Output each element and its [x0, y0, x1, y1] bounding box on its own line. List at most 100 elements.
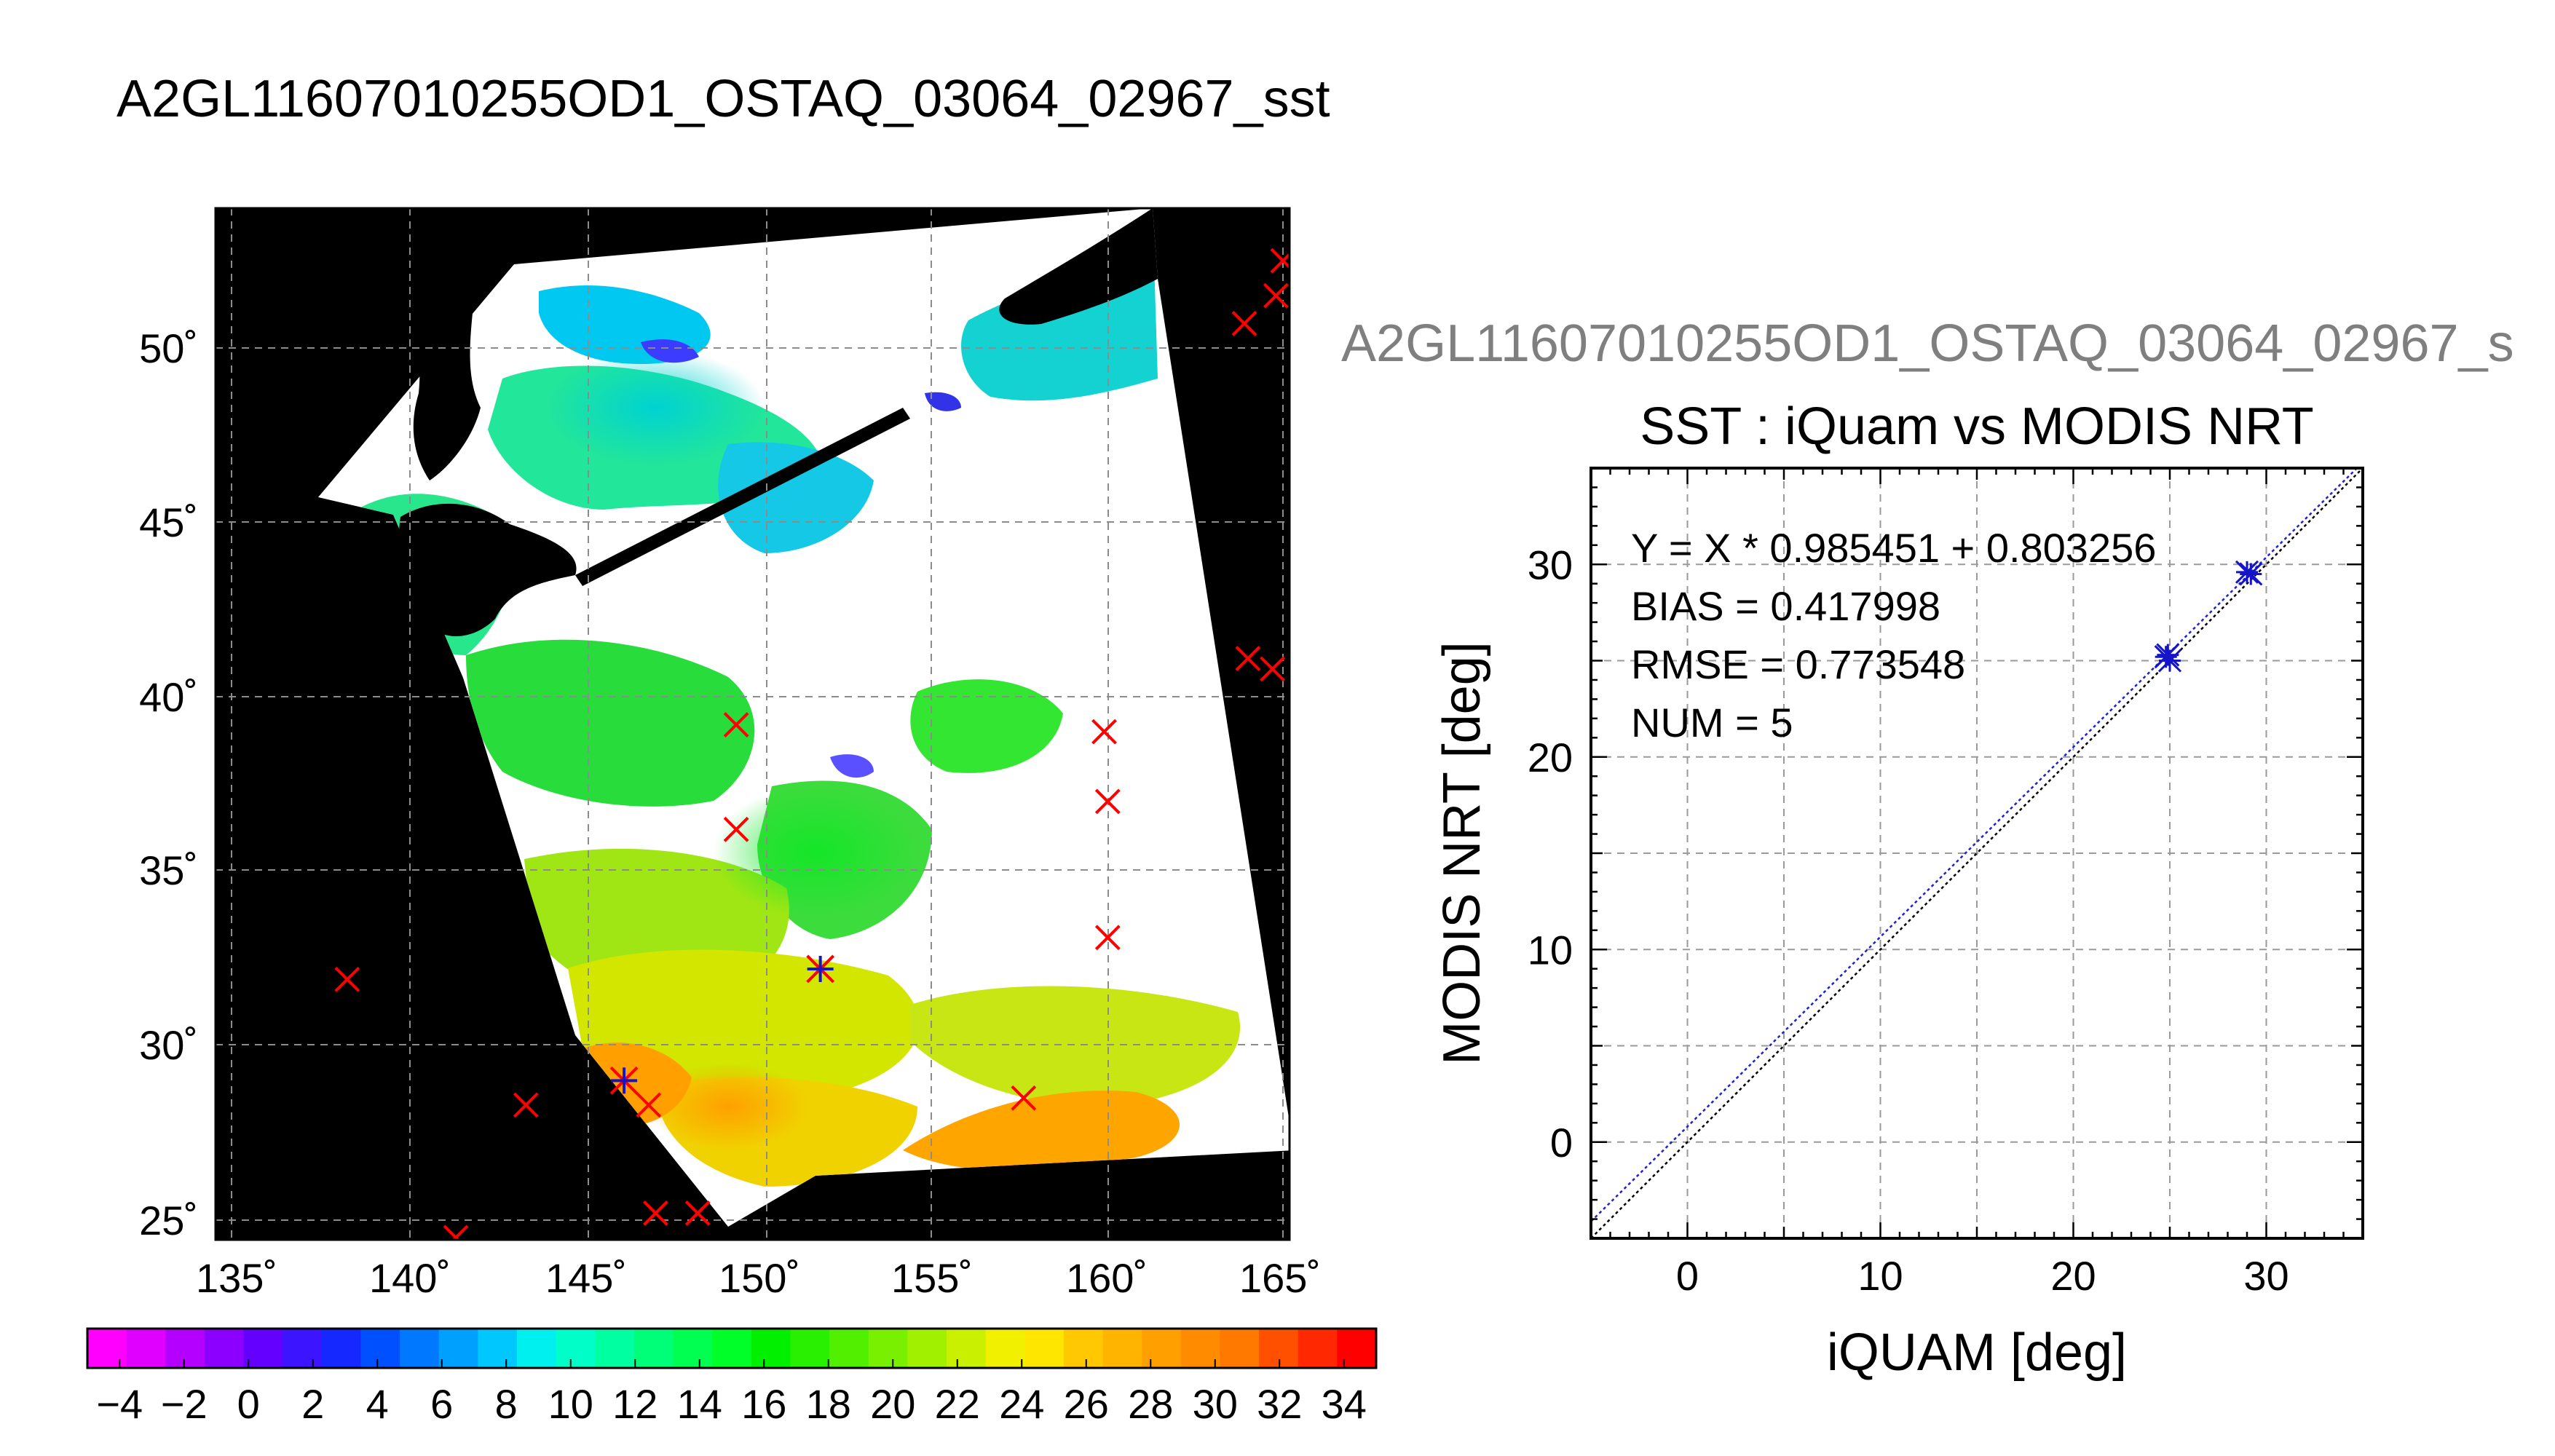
scatter-annotation-num: NUM = 5: [1631, 700, 1793, 745]
scatter-title: SST : iQuam vs MODIS NRT: [1640, 397, 2314, 456]
colorbar-tick-label: 6: [430, 1381, 453, 1427]
map-lat-ticks: 25˚ 30˚ 35˚ 40˚ 45˚ 50˚: [139, 325, 198, 1243]
colorbar-tick-label: 26: [1064, 1381, 1109, 1427]
iquam-x-marker: [723, 816, 749, 842]
colorbar-swatch: [1063, 1329, 1104, 1368]
scatter-points: [2154, 560, 2263, 673]
colorbar-swatch: [633, 1329, 674, 1368]
iquam-x-marker: [513, 1092, 539, 1118]
colorbar-swatch: [1220, 1329, 1260, 1368]
colorbar-swatches: [87, 1329, 1377, 1368]
map-lon-ticks: 135˚ 140˚ 145˚ 150˚ 155˚ 160˚ 165˚: [196, 1255, 1321, 1301]
sst-blend-green: [714, 786, 917, 917]
scatter-point: [2235, 560, 2259, 584]
colorbar-swatch: [790, 1329, 830, 1368]
sst-cold-spot: [641, 339, 699, 363]
colorbar-swatch: [947, 1329, 987, 1368]
iquam-x-marker: [1263, 282, 1289, 309]
sst-region-south-east-yellow: [910, 986, 1241, 1107]
colorbar-tick-label: 2: [301, 1381, 324, 1427]
colorbar-swatch: [438, 1329, 478, 1368]
colorbar-tick-label: 20: [870, 1381, 915, 1427]
colorbar-swatch: [165, 1329, 205, 1368]
lat-tick-label: 25˚: [139, 1198, 198, 1243]
map-grid: [216, 208, 1290, 1240]
y-tick-label: 0: [1550, 1120, 1573, 1166]
scatter-grid: [1591, 468, 2363, 1238]
sst-blend-orange: [648, 1063, 808, 1150]
colorbar-swatch: [673, 1329, 713, 1368]
colorbar-swatch: [1102, 1329, 1142, 1368]
colorbar-tick-label: 10: [548, 1381, 593, 1427]
colorbar-swatch: [1337, 1329, 1377, 1368]
scatter-annotation-rmse: RMSE = 0.773548: [1631, 641, 1965, 687]
lon-tick-label: 145˚: [545, 1255, 627, 1301]
lat-tick-label: 35˚: [139, 847, 198, 893]
scatter-annotation-fit: Y = X * 0.985451 + 0.803256: [1631, 525, 2156, 571]
colorbar-swatch: [1259, 1329, 1299, 1368]
lat-tick-label: 40˚: [139, 674, 198, 720]
iquam-x-marker: [1235, 646, 1261, 671]
map-markers: [334, 248, 1290, 1240]
scatter-point: [2156, 643, 2180, 667]
iquam-x-marker: [334, 966, 360, 992]
colorbar-swatch: [87, 1329, 127, 1368]
y-tick-label: 30: [1528, 542, 1573, 587]
sst-map: 135˚ 140˚ 145˚ 150˚ 155˚ 160˚ 165˚ 25˚ 3…: [139, 207, 1321, 1301]
colorbar-swatch: [204, 1329, 245, 1368]
x-tick-label: 0: [1676, 1253, 1699, 1299]
lat-tick-label: 45˚: [139, 499, 198, 545]
colorbar-swatch: [321, 1329, 362, 1368]
iquam-x-marker: [443, 1224, 469, 1240]
colorbar-tick-label: 22: [935, 1381, 980, 1427]
colorbar-tick-label: 8: [495, 1381, 518, 1427]
colorbar-swatch: [360, 1329, 400, 1368]
colorbar-tick-label: 4: [366, 1381, 389, 1427]
colorbar-swatch: [712, 1329, 752, 1368]
colorbar-swatch: [868, 1329, 908, 1368]
iquam-x-marker: [1091, 719, 1117, 745]
colorbar-tick-label: 32: [1257, 1381, 1302, 1427]
colorbar-swatch: [985, 1329, 1025, 1368]
colorbar-tick-label: 30: [1193, 1381, 1238, 1427]
iquam-x-marker: [1231, 311, 1257, 336]
iquam-x-marker: [684, 1200, 711, 1226]
colorbar-swatch: [283, 1329, 323, 1368]
iquam-x-marker: [636, 1092, 662, 1118]
colorbar: −4 −2 0 2 4 6 8 10 12 14 16 18 20 22 24 26 28 30 32 34: [86, 1327, 1378, 1427]
iquam-x-marker: [1260, 656, 1285, 682]
colorbar-swatch: [517, 1329, 557, 1368]
colorbar-tick-label: −2: [161, 1381, 208, 1427]
right-caption: A2GL11607010255OD1_OSTAQ_03064_02967_s: [1341, 314, 2514, 373]
iquam-x-marker: [1270, 248, 1290, 274]
land-hokkaido: [398, 503, 577, 636]
colorbar-tick-label: 24: [999, 1381, 1044, 1427]
lat-tick-label: 50˚: [139, 325, 198, 371]
colorbar-swatch: [478, 1329, 518, 1368]
lon-tick-label: 150˚: [719, 1255, 800, 1301]
colorbar-tick-label: 0: [237, 1381, 260, 1427]
x-tick-label: 30: [2243, 1253, 2289, 1299]
colorbar-tick-label: 12: [612, 1381, 657, 1427]
colorbar-swatch: [829, 1329, 869, 1368]
scatter-chart: SST : iQuam vs MODIS NRT 0 10 20 300102030 …: [1433, 397, 2364, 1382]
iquam-x-marker: [642, 1200, 668, 1226]
colorbar-swatch: [126, 1329, 166, 1368]
land-kuril-chain: [575, 408, 910, 586]
colorbar-swatch: [907, 1329, 947, 1368]
y-tick-label: 20: [1528, 735, 1573, 780]
colorbar-swatch: [1142, 1329, 1182, 1368]
colorbar-swatch: [1298, 1329, 1338, 1368]
colorbar-frame: [86, 1327, 1378, 1369]
scatter-annotation-bias: BIAS = 0.417998: [1631, 583, 1940, 629]
colorbar-tick-label: 34: [1322, 1381, 1367, 1427]
colorbar-swatch: [751, 1329, 791, 1368]
iquam-x-marker: [723, 712, 749, 737]
colorbar-tick-label: 14: [677, 1381, 722, 1427]
iquam-x-marker: [1094, 925, 1121, 951]
page-title: A2GL11607010255OD1_OSTAQ_03064_02967_sst: [117, 70, 1330, 128]
matchup-asterisk-marker: [806, 954, 835, 984]
colorbar-swatch: [595, 1329, 635, 1368]
colorbar-swatch: [400, 1329, 440, 1368]
colorbar-swatch: [1180, 1329, 1221, 1368]
